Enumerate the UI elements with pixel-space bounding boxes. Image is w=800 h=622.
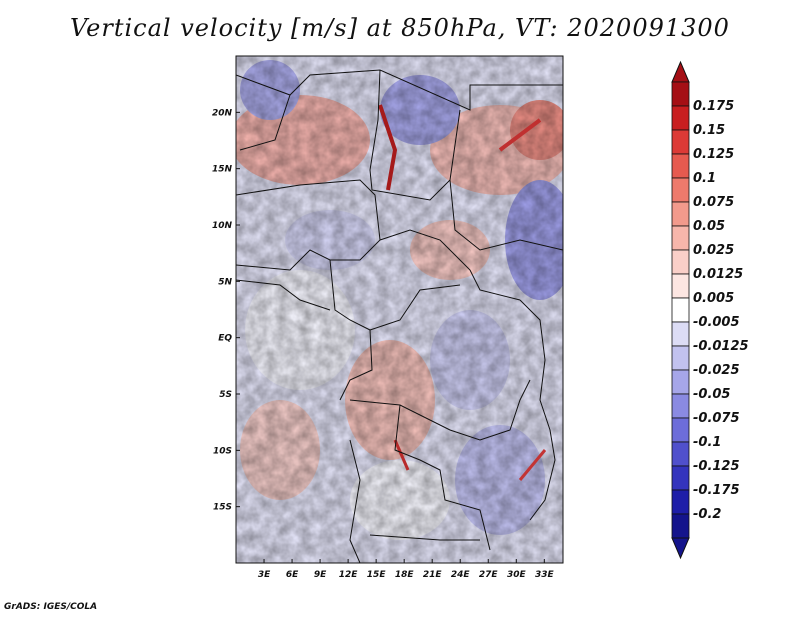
lat-tick-label: 5N — [218, 277, 232, 287]
map-frame — [235, 55, 564, 564]
lon-tick-label: 6E — [286, 570, 299, 580]
colorbar-label: 0.175 — [693, 99, 734, 114]
lon-tick-label: 33E — [535, 570, 555, 580]
longitude-axis: 3E 6E 9E 12E 15E 18E 21E 24E 27E 30E 33E — [258, 559, 555, 580]
colorbar-label: -0.025 — [693, 363, 740, 378]
colorbar-label: 0.125 — [693, 147, 734, 162]
colorbar-label: -0.0125 — [693, 339, 749, 354]
colorbar-label: -0.1 — [693, 435, 721, 450]
lon-tick-label: 30E — [507, 570, 527, 580]
lat-tick-label: 5S — [219, 390, 232, 400]
colorbar-swatch — [671, 249, 690, 275]
colorbar-label: -0.175 — [693, 483, 740, 498]
colorbar-bottom-arrow — [671, 537, 690, 560]
colorbar-label: 0.005 — [693, 291, 734, 306]
colorbar-swatch — [671, 345, 690, 371]
colorbar-label: -0.2 — [693, 507, 721, 522]
lat-tick-label: EQ — [218, 334, 232, 344]
latitude-axis: 20N 15N 10N 5N EQ 5S 10S 15S — [212, 108, 240, 513]
colorbar-swatch — [671, 393, 690, 419]
colorbar-label: 0.15 — [693, 123, 725, 138]
colorbar-swatch — [671, 321, 690, 347]
colorbar-swatch — [671, 441, 690, 467]
colorbar-swatch — [671, 297, 690, 323]
lon-tick-label: 18E — [395, 570, 415, 580]
colorbar-swatch — [671, 153, 690, 179]
colorbar: 0.175 0.15 0.125 0.1 0.075 0.05 0.025 0.0125 0.0… — [671, 60, 749, 560]
lon-tick-label: 15E — [367, 570, 387, 580]
grads-credit: GrADS: IGES/COLA — [4, 602, 98, 612]
lat-tick-label: 10S — [213, 446, 232, 456]
colorbar-label: -0.075 — [693, 411, 740, 426]
lon-tick-label: 3E — [258, 570, 271, 580]
colorbar-swatch — [671, 81, 690, 107]
colorbar-top-arrow — [671, 60, 690, 83]
colorbar-swatch — [671, 129, 690, 155]
colorbar-swatch — [671, 513, 690, 539]
colorbar-swatch — [671, 177, 690, 203]
colorbar-label: -0.05 — [693, 387, 730, 402]
velocity-field — [236, 56, 563, 563]
lon-tick-label: 12E — [339, 570, 359, 580]
lat-tick-label: 10N — [212, 221, 233, 231]
country-boundaries — [236, 69, 563, 563]
colorbar-swatch — [671, 105, 690, 131]
colorbar-swatch — [671, 201, 690, 227]
lat-tick-label: 20N — [212, 108, 233, 118]
colorbar-label: -0.125 — [693, 459, 740, 474]
lon-tick-label: 9E — [314, 570, 327, 580]
colorbar-label: -0.005 — [693, 315, 740, 330]
colorbar-swatch — [671, 465, 690, 491]
lat-tick-label: 15N — [212, 165, 233, 175]
lat-tick-label: 15S — [213, 503, 232, 513]
lon-tick-label: 27E — [479, 570, 499, 580]
colorbar-label: 0.075 — [693, 195, 734, 210]
colorbar-swatch — [671, 489, 690, 515]
colorbar-label: 0.0125 — [693, 267, 743, 282]
colorbar-swatch — [671, 273, 690, 299]
colorbar-swatch — [671, 369, 690, 395]
lon-tick-label: 24E — [451, 570, 471, 580]
colorbar-label: 0.1 — [693, 171, 716, 186]
plot-title: Vertical velocity [m/s] at 850hPa, VT: 2… — [70, 14, 730, 42]
colorbar-label: 0.05 — [693, 219, 725, 234]
colorbar-label: 0.025 — [693, 243, 734, 258]
lon-tick-label: 21E — [423, 570, 443, 580]
colorbar-swatch — [671, 225, 690, 251]
colorbar-swatch — [671, 417, 690, 443]
